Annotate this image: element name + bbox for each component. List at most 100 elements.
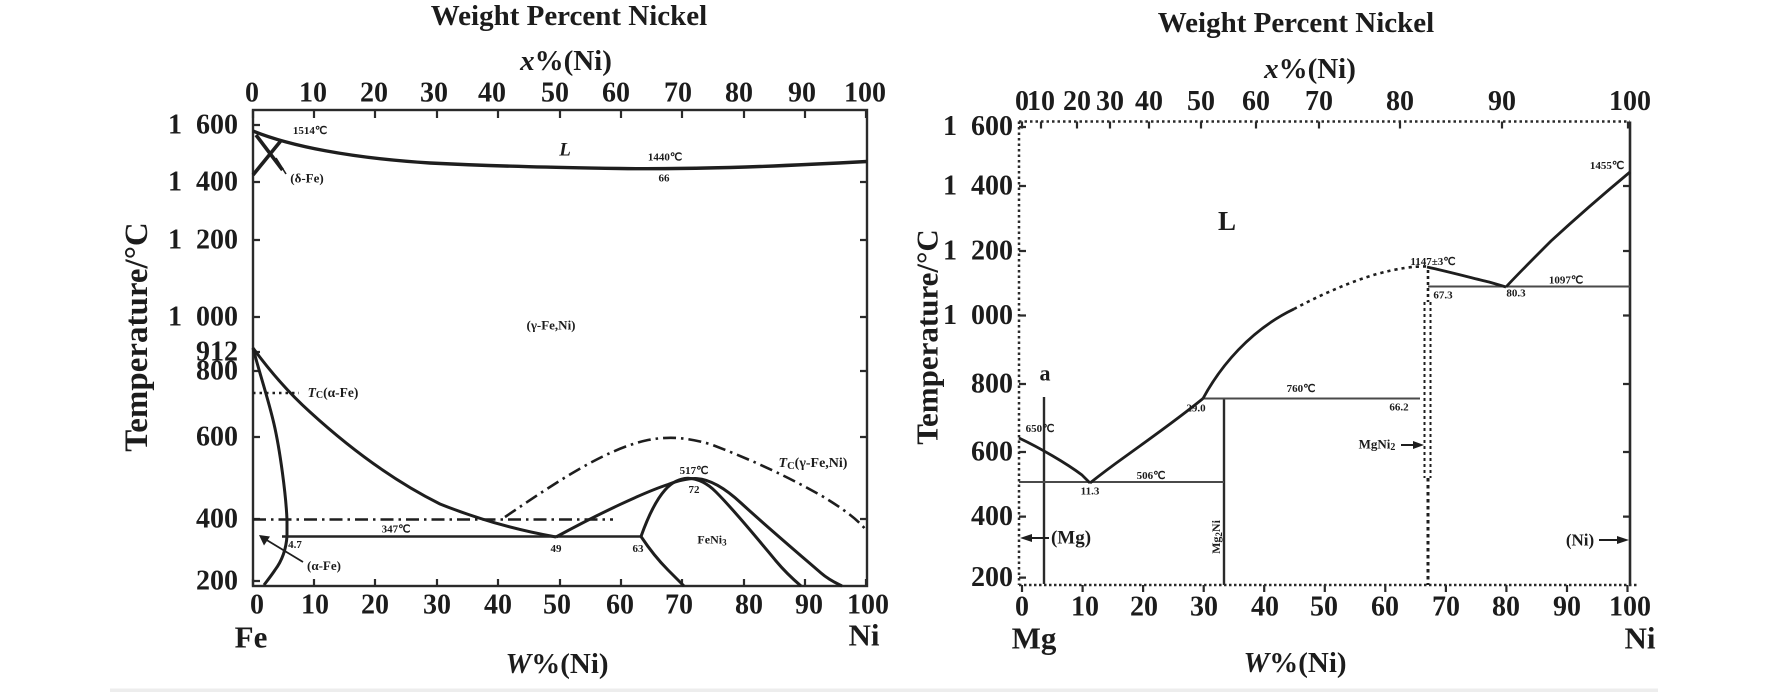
svg-text:1 600: 1 600: [168, 110, 238, 141]
svg-text:a: a: [1040, 361, 1051, 386]
svg-text:Fe: Fe: [235, 620, 268, 655]
svg-text:1 000: 1 000: [168, 302, 238, 333]
svg-text:60: 60: [1371, 592, 1399, 623]
svg-text:4.7: 4.7: [288, 539, 302, 551]
svg-text:90: 90: [795, 590, 823, 621]
svg-text:800: 800: [196, 356, 238, 387]
svg-text:29.0: 29.0: [1186, 403, 1206, 415]
svg-text:Temperature/°C: Temperature/°C: [119, 222, 155, 452]
svg-text:1 400: 1 400: [168, 167, 238, 198]
svg-text:(α-Fe): (α-Fe): [307, 558, 341, 573]
svg-text:10: 10: [1071, 592, 1099, 623]
svg-text:1440℃: 1440℃: [648, 152, 682, 164]
svg-text:66: 66: [659, 173, 671, 185]
svg-text:TC(α-Fe): TC(α-Fe): [308, 385, 359, 401]
svg-text:50: 50: [541, 78, 569, 109]
svg-text:1097℃: 1097℃: [1549, 275, 1583, 287]
svg-text:0: 0: [1015, 592, 1029, 623]
svg-text:200: 200: [971, 562, 1013, 593]
svg-text:0: 0: [250, 590, 264, 621]
svg-text:MgNi2: MgNi2: [1359, 437, 1396, 453]
svg-text:Mg: Mg: [1012, 621, 1057, 656]
svg-text:600: 600: [196, 422, 238, 453]
svg-text:100: 100: [844, 78, 886, 109]
svg-text:1147±3℃: 1147±3℃: [1410, 256, 1455, 268]
svg-text:1 600: 1 600: [943, 111, 1013, 142]
svg-text:x%(Ni): x%(Ni): [519, 45, 612, 77]
svg-text:50: 50: [1310, 592, 1338, 623]
svg-text:1514℃: 1514℃: [293, 125, 327, 137]
svg-text:70: 70: [1432, 592, 1460, 623]
svg-text:60: 60: [602, 78, 630, 109]
svg-text:80: 80: [725, 78, 753, 109]
svg-text:20: 20: [1063, 86, 1091, 117]
svg-text:20: 20: [361, 590, 389, 621]
svg-text:30: 30: [423, 590, 451, 621]
svg-text:1 200: 1 200: [943, 236, 1013, 267]
svg-text:20: 20: [360, 78, 388, 109]
svg-text:67.3: 67.3: [1433, 290, 1453, 302]
svg-text:30: 30: [420, 78, 448, 109]
svg-text:80: 80: [735, 590, 763, 621]
svg-text:760℃: 760℃: [1287, 383, 1316, 395]
svg-text:400: 400: [971, 501, 1013, 532]
svg-text:40: 40: [1135, 86, 1163, 117]
svg-text:1 400: 1 400: [943, 171, 1013, 202]
svg-text:10: 10: [301, 590, 329, 621]
svg-text:(Mg): (Mg): [1051, 528, 1091, 549]
svg-text:80: 80: [1386, 86, 1414, 117]
svg-text:L: L: [1218, 206, 1236, 236]
svg-text:506℃: 506℃: [1137, 470, 1166, 482]
svg-text:517℃: 517℃: [680, 465, 709, 477]
svg-text:400: 400: [196, 504, 238, 535]
svg-text:66.2: 66.2: [1389, 402, 1409, 414]
svg-text:10: 10: [1027, 86, 1055, 117]
svg-text:TC(γ-Fe,Ni): TC(γ-Fe,Ni): [779, 456, 848, 472]
svg-text:100: 100: [1609, 592, 1651, 623]
svg-text:912: 912: [196, 337, 238, 368]
svg-text:90: 90: [788, 78, 816, 109]
svg-text:200: 200: [196, 566, 238, 597]
svg-text:1 200: 1 200: [168, 225, 238, 256]
svg-text:600: 600: [971, 437, 1013, 468]
svg-text:W%(Ni): W%(Ni): [1243, 647, 1346, 679]
svg-text:49: 49: [551, 543, 563, 555]
svg-text:100: 100: [847, 590, 889, 621]
svg-text:(Ni): (Ni): [1566, 531, 1594, 550]
svg-text:40: 40: [484, 590, 512, 621]
svg-text:72: 72: [689, 484, 701, 496]
svg-text:40: 40: [478, 78, 506, 109]
svg-text:0: 0: [245, 78, 259, 109]
svg-text:FeNi3: FeNi3: [697, 533, 727, 548]
svg-text:70: 70: [665, 590, 693, 621]
svg-text:11.3: 11.3: [1081, 486, 1100, 498]
svg-text:10: 10: [299, 78, 327, 109]
svg-text:L: L: [558, 140, 571, 161]
svg-text:30: 30: [1190, 592, 1218, 623]
svg-text:50: 50: [543, 590, 571, 621]
svg-text:650℃: 650℃: [1026, 423, 1055, 435]
svg-text:(γ-Fe,Ni): (γ-Fe,Ni): [526, 318, 575, 333]
svg-text:0: 0: [1015, 86, 1029, 117]
svg-text:50: 50: [1187, 86, 1215, 117]
svg-text:Ni: Ni: [849, 618, 880, 653]
svg-text:80: 80: [1492, 592, 1520, 623]
svg-text:x%(Ni): x%(Ni): [1263, 53, 1356, 85]
svg-text:40: 40: [1251, 592, 1279, 623]
svg-text:30: 30: [1096, 86, 1124, 117]
svg-text:800: 800: [971, 369, 1013, 400]
svg-text:Weight Percent Nickel: Weight Percent Nickel: [431, 0, 708, 32]
svg-text:(δ-Fe): (δ-Fe): [290, 171, 323, 186]
svg-text:70: 70: [664, 78, 692, 109]
svg-text:1 000: 1 000: [943, 300, 1013, 331]
svg-text:Temperature/°C: Temperature/°C: [910, 229, 945, 445]
svg-text:20: 20: [1130, 592, 1158, 623]
svg-text:70: 70: [1305, 86, 1333, 117]
svg-text:90: 90: [1488, 86, 1516, 117]
svg-text:Weight Percent Nickel: Weight Percent Nickel: [1158, 7, 1435, 39]
svg-text:W%(Ni): W%(Ni): [505, 648, 608, 680]
svg-text:60: 60: [606, 590, 634, 621]
svg-text:Mg2Ni: Mg2Ni: [1209, 519, 1224, 553]
svg-text:100: 100: [1609, 86, 1651, 117]
svg-text:347℃: 347℃: [382, 524, 411, 536]
